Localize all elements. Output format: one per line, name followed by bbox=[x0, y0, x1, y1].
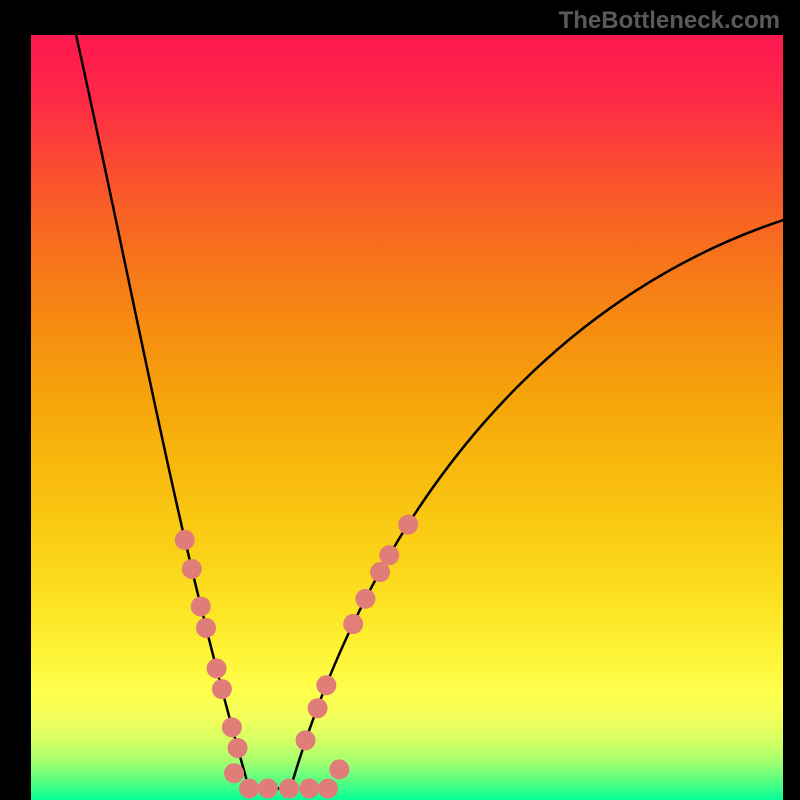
data-marker bbox=[379, 545, 399, 565]
data-marker bbox=[296, 730, 316, 750]
data-marker bbox=[370, 562, 390, 582]
data-marker bbox=[299, 779, 319, 799]
data-marker bbox=[258, 779, 278, 799]
data-marker bbox=[191, 596, 211, 616]
data-marker bbox=[279, 779, 299, 799]
bottleneck-curve-segment bbox=[290, 220, 783, 788]
data-marker bbox=[329, 759, 349, 779]
data-marker bbox=[212, 679, 232, 699]
data-marker bbox=[355, 589, 375, 609]
curve-layer bbox=[31, 35, 783, 800]
data-marker bbox=[239, 779, 259, 799]
watermark-text: TheBottleneck.com bbox=[559, 7, 780, 35]
data-marker bbox=[182, 559, 202, 579]
data-marker bbox=[222, 717, 242, 737]
data-marker bbox=[318, 779, 338, 799]
data-marker bbox=[224, 763, 244, 783]
data-marker bbox=[308, 698, 328, 718]
data-marker bbox=[343, 614, 363, 634]
bottleneck-chart: TheBottleneck.com bbox=[0, 0, 800, 800]
data-marker bbox=[196, 618, 216, 638]
plot-area bbox=[31, 35, 783, 800]
data-marker bbox=[228, 738, 248, 758]
data-marker bbox=[316, 675, 336, 695]
data-marker bbox=[398, 515, 418, 535]
data-marker bbox=[175, 530, 195, 550]
data-marker bbox=[207, 658, 227, 678]
